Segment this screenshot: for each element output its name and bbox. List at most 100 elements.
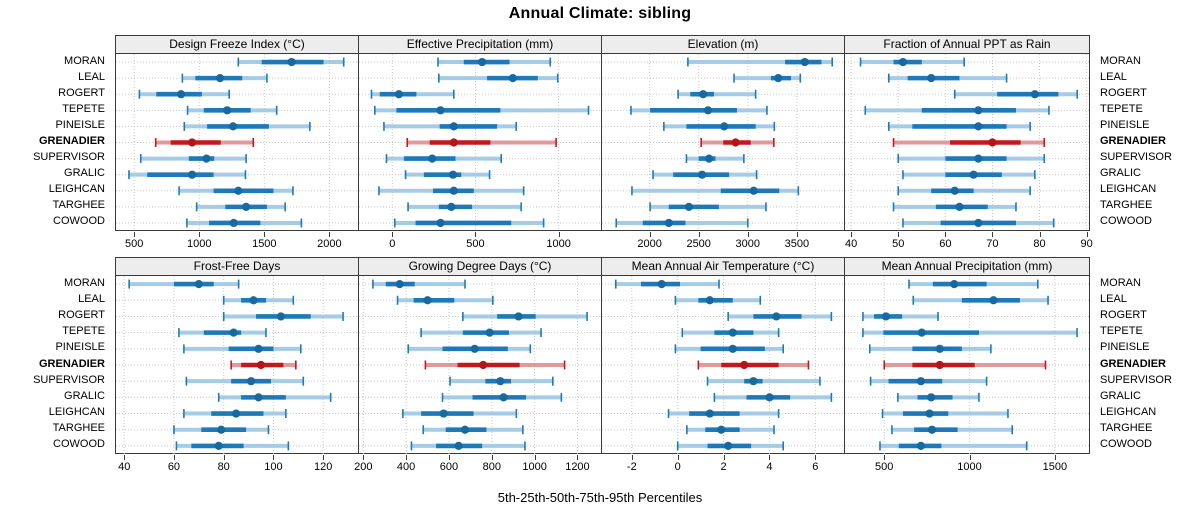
station-percentile-mark (402, 409, 518, 419)
axis-tick-label: 60 (939, 238, 952, 250)
axis-tick-mark (723, 455, 725, 460)
median-dot (447, 202, 456, 211)
axis-tick-mark (363, 455, 365, 460)
station-label-right: TEPETE (1100, 325, 1143, 337)
axis-tick-label: 40 (118, 461, 131, 473)
x-axis: 40 50 60 70 80 90 (844, 232, 1093, 256)
station-percentile-mark (685, 154, 745, 164)
axis-tick-label: 2000 (637, 238, 662, 250)
percentiles-caption: 5th-25th-50th-75th-95th Percentiles (497, 490, 703, 505)
median-dot (749, 377, 758, 386)
station-percentile-mark (727, 311, 833, 321)
station-percentile-mark (237, 57, 345, 67)
median-dot (704, 154, 714, 163)
median-dot (950, 279, 959, 289)
station-percentile-mark (614, 279, 720, 289)
axis-tick-label: 2500 (686, 238, 711, 250)
panel: Fraction of Annual PPT as Rain (844, 35, 1090, 231)
station-percentile-mark (407, 202, 522, 212)
station-percentile-mark (677, 89, 757, 99)
station-percentile-mark (888, 73, 1008, 83)
station-percentile-mark (912, 295, 1049, 305)
axis-tick-mark (264, 232, 266, 237)
median-dot (974, 106, 983, 115)
station-percentile-mark (868, 344, 992, 354)
station-label-right: LEIGHCAN (1100, 406, 1157, 418)
axis-tick-label: 100 (264, 461, 283, 473)
axis-tick-label: 40 (844, 238, 858, 250)
axis-tick-mark (796, 232, 798, 237)
station-label-right: GRALIC (1100, 167, 1141, 179)
station-percentile-mark (649, 202, 767, 212)
station-label-right: MORAN (1100, 55, 1141, 67)
median-dot (974, 218, 983, 228)
station-percentile-mark (175, 441, 290, 451)
station-percentile-mark (897, 154, 1046, 164)
median-dot (935, 360, 944, 370)
station-label-left: MORAN (64, 277, 105, 289)
median-dot (955, 202, 964, 211)
x-axis: 2000 2500 3000 3500 (602, 232, 844, 256)
axis-tick-mark (558, 232, 560, 237)
median-dot (214, 441, 223, 451)
median-dot (439, 409, 448, 418)
median-dot (927, 425, 937, 434)
axis-tick-label: 6 (812, 461, 819, 473)
station-percentile-mark (422, 425, 524, 435)
station-percentile-mark (615, 218, 749, 228)
median-dot (246, 377, 256, 386)
station-label-right: GRENADIER (1100, 135, 1167, 147)
station-percentile-mark (420, 328, 542, 338)
panel-title: Fraction of Annual PPT as Rain (845, 36, 1089, 54)
median-dot (254, 393, 263, 402)
label-right-column: MORAN LEAL ROGERT TEPETE PINEISLE GRENADIER SU… (1094, 275, 1200, 453)
median-dot (749, 186, 758, 195)
median-dot (705, 296, 714, 305)
axis-tick-mark (945, 232, 947, 237)
axis-tick-label: 2000 (317, 238, 342, 250)
axis-tick-label: 800 (482, 461, 501, 473)
median-dot (1030, 90, 1039, 99)
median-dot (705, 409, 714, 418)
station-percentile-mark (869, 376, 988, 386)
panel-plot-area (116, 276, 358, 454)
median-dot (989, 296, 998, 305)
station-label-left: TEPETE (62, 103, 105, 115)
median-dot (394, 90, 404, 99)
station-percentile-mark (396, 295, 494, 305)
station-percentile-mark (700, 138, 775, 147)
panel-plot-area (845, 54, 1089, 231)
panel: Elevation (m) (601, 35, 845, 231)
station-label-left: SUPERVISOR (33, 374, 105, 386)
station-percentile-mark (686, 425, 775, 435)
median-dot (188, 170, 197, 179)
station-label-left: COWOOD (53, 438, 105, 450)
station-percentile-mark (883, 360, 1047, 370)
median-dot (728, 344, 737, 353)
station-label-left: PINEISLE (55, 341, 105, 353)
median-dot (276, 312, 285, 321)
axis-tick-mark (815, 455, 817, 460)
axis-tick-mark (475, 232, 477, 237)
median-dot (477, 57, 487, 67)
median-dot (664, 218, 673, 228)
axis-tick-label: 1500 (252, 238, 277, 250)
station-label-left: GRALIC (64, 390, 105, 402)
median-dot (460, 425, 470, 434)
station-percentile-mark (128, 170, 247, 180)
station-label-right: ROGERT (1100, 87, 1147, 99)
median-dot (229, 218, 238, 228)
station-percentile-mark (128, 279, 240, 289)
station-label-left: ROGERT (58, 309, 105, 321)
label-left-column: MORAN LEAL ROGERT TEPETE PINEISLE GRENADIER SU… (0, 275, 110, 453)
x-axis: 40 60 80 100 120 (116, 455, 358, 479)
axis-tick-label: 0 (389, 238, 396, 250)
axis-tick-mark (223, 455, 225, 460)
station-percentile-mark (370, 89, 455, 99)
station-percentile-mark (139, 154, 247, 164)
station-percentile-mark (186, 105, 278, 115)
panel-title: Frost-Free Days (116, 258, 358, 276)
station-label-left: ROGERT (58, 87, 105, 99)
median-dot (731, 138, 740, 147)
